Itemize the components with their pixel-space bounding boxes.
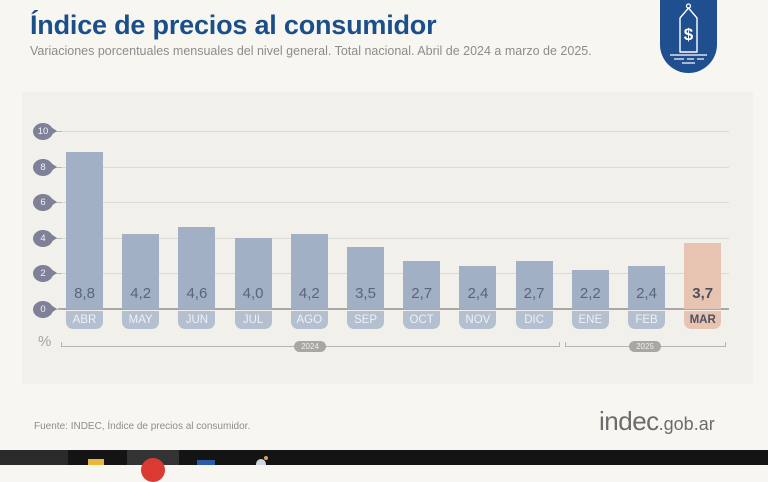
year-bracket-end bbox=[61, 342, 62, 347]
bar-ago[interactable] bbox=[290, 234, 328, 309]
bar-value-label: 8,8 bbox=[74, 285, 95, 302]
gridline bbox=[60, 166, 729, 168]
bar-mar[interactable] bbox=[684, 243, 722, 309]
file-explorer-icon[interactable] bbox=[85, 450, 109, 465]
bar-value-label: 4,2 bbox=[298, 285, 320, 302]
bar-value-label: 2,7 bbox=[523, 285, 545, 302]
month-label: ENE bbox=[571, 311, 609, 329]
month-label: ABR bbox=[66, 311, 103, 329]
month-label: OCT bbox=[403, 311, 441, 329]
bar-value-label: 4,0 bbox=[242, 285, 264, 302]
month-label: JUN bbox=[178, 311, 216, 329]
bar-value-label: 2,2 bbox=[579, 285, 601, 302]
year-label: 2024 bbox=[294, 341, 326, 352]
month-label: SEP bbox=[347, 311, 384, 329]
indec-logo[interactable]: indec.gob.ar bbox=[599, 406, 715, 437]
y-tick-label: 2 bbox=[33, 265, 57, 283]
year-bracket-end bbox=[565, 342, 566, 347]
taskbar bbox=[0, 450, 768, 482]
bar-jun[interactable] bbox=[178, 227, 216, 309]
y-tick-label: 6 bbox=[33, 194, 57, 212]
word-icon[interactable] bbox=[192, 450, 220, 465]
month-label: FEB bbox=[628, 311, 665, 329]
gridline bbox=[60, 131, 729, 132]
gridline bbox=[60, 202, 729, 204]
gridline bbox=[60, 237, 729, 239]
page-subtitle: Variaciones porcentuales mensuales del n… bbox=[30, 44, 592, 58]
month-label: DIC bbox=[515, 311, 553, 329]
svg-text:$: $ bbox=[684, 25, 694, 44]
brand-tld: .gob.ar bbox=[658, 414, 715, 434]
bar-value-label: 2,7 bbox=[411, 285, 433, 302]
bar-sep[interactable] bbox=[347, 246, 384, 309]
y-axis-unit: % bbox=[38, 333, 52, 350]
month-label: MAY bbox=[122, 311, 160, 329]
bar-dic[interactable] bbox=[515, 260, 553, 309]
month-label: NOV bbox=[459, 311, 497, 329]
bar-value-label: 4,6 bbox=[186, 285, 208, 302]
price-tag-dollar-icon: $ bbox=[660, 0, 717, 73]
bar-value-label: 2,4 bbox=[636, 285, 657, 302]
year-bracket-end bbox=[725, 342, 726, 347]
year-bracket-end bbox=[559, 342, 560, 347]
gridline bbox=[60, 273, 729, 275]
x-axis-baseline bbox=[58, 308, 729, 310]
bar-may[interactable] bbox=[122, 234, 160, 309]
source-note: Fuente: INDEC, Índice de precios al cons… bbox=[34, 421, 251, 432]
bar-value-label: 3,7 bbox=[692, 285, 714, 302]
bar-value-label: 2,4 bbox=[467, 285, 489, 302]
bar-ene[interactable] bbox=[571, 269, 609, 309]
bar-feb[interactable] bbox=[628, 266, 665, 309]
bar-value-label: 3,5 bbox=[355, 285, 376, 302]
bar-abr[interactable] bbox=[66, 152, 103, 309]
bar-oct[interactable] bbox=[403, 260, 441, 309]
bar-value-label: 4,2 bbox=[130, 285, 152, 302]
month-label: MAR bbox=[684, 311, 722, 329]
month-label: JUL bbox=[234, 311, 272, 329]
bar-jul[interactable] bbox=[234, 237, 272, 309]
page-title: Índice de precios al consumidor bbox=[30, 10, 437, 40]
chrome-icon[interactable] bbox=[127, 450, 179, 482]
y-tick-label: 10 bbox=[33, 123, 57, 140]
start-area[interactable] bbox=[0, 450, 68, 465]
year-label: 2025 bbox=[629, 341, 661, 352]
app-icon[interactable] bbox=[250, 450, 274, 465]
month-label: AGO bbox=[290, 311, 328, 329]
y-tick-label: 4 bbox=[33, 229, 57, 247]
brand-main: indec bbox=[599, 406, 659, 436]
y-tick-label: 0 bbox=[33, 301, 57, 318]
bar-nov[interactable] bbox=[459, 266, 497, 309]
y-tick-label: 8 bbox=[33, 158, 57, 176]
